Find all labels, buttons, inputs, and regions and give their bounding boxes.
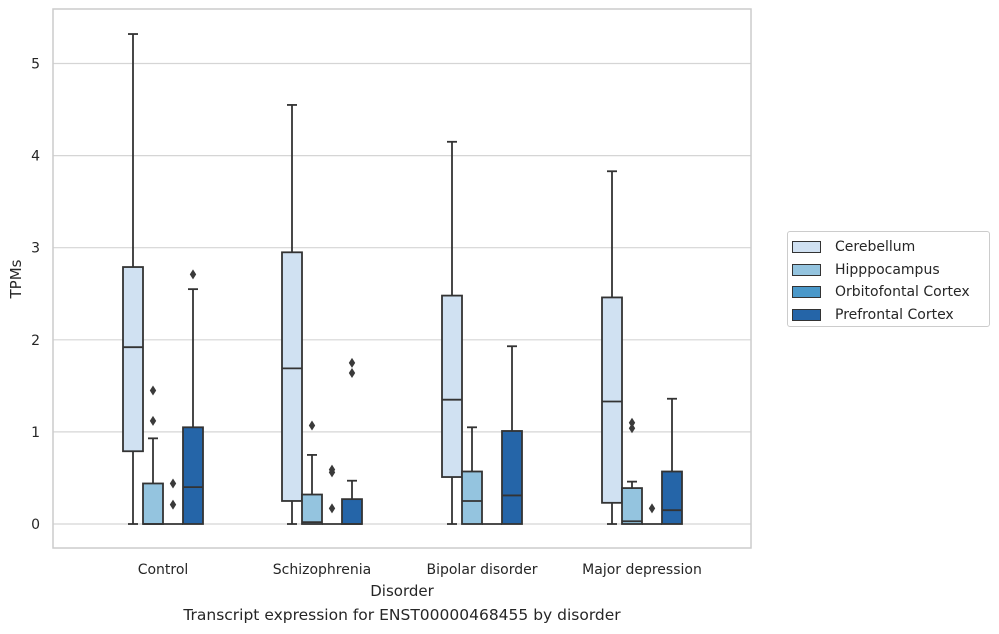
box-prefrontal-cortex — [661, 397, 683, 525]
legend-swatch — [792, 263, 821, 276]
box-prefrontal-cortex — [341, 357, 363, 525]
outlier-point — [628, 423, 636, 434]
legend-label: Orbitofontal Cortex — [835, 284, 970, 301]
box-iqr — [301, 493, 323, 525]
legend-swatch — [792, 241, 821, 254]
y-tick-label: 5 — [31, 57, 40, 73]
x-tick-labels: Control Schizophrenia Bipolar disorder Majo… — [138, 562, 702, 578]
outlier-point — [348, 367, 356, 378]
plot-frame — [52, 8, 752, 549]
legend: Cerebellum Hipppocampus Orbitofontal Corte… — [787, 231, 990, 327]
y-tick-label: 3 — [31, 241, 40, 257]
outlier-point — [328, 503, 336, 514]
outlier-point — [149, 385, 157, 396]
legend-item: Prefrontal Cortex — [792, 304, 989, 327]
box-orbitofontal-cortex — [642, 503, 662, 525]
box-cerebellum — [441, 140, 463, 525]
box-hipppocampus — [142, 385, 164, 525]
box-iqr — [441, 294, 463, 478]
box-hipppocampus — [301, 420, 323, 525]
legend-label: Hipppocampus — [835, 261, 940, 278]
outlier-point — [648, 503, 656, 514]
legend-item: Cerebellum — [792, 236, 989, 259]
outlier-point — [149, 415, 157, 426]
box-prefrontal-cortex — [501, 345, 523, 525]
y-tick-label: 0 — [31, 517, 40, 533]
outlier-point — [628, 417, 636, 428]
legend-swatch — [792, 286, 821, 299]
outlier-point — [328, 464, 336, 475]
box-orbitofontal-cortex — [163, 478, 183, 525]
box-cerebellum — [601, 170, 623, 525]
box-iqr — [341, 498, 363, 525]
box-iqr — [501, 430, 523, 525]
box-prefrontal-cortex — [182, 269, 204, 525]
box-iqr — [661, 470, 683, 525]
y-tick-labels: 0 1 2 3 4 5 — [31, 57, 40, 534]
outlier-point — [189, 269, 197, 280]
x-axis-label: Disorder — [370, 582, 434, 600]
y-tick-label: 4 — [31, 149, 40, 165]
grid-lines — [53, 62, 751, 525]
x-tick-label: Schizophrenia — [273, 562, 371, 578]
y-axis-label: TPMs — [7, 259, 25, 299]
outlier-point — [308, 420, 316, 431]
box-cerebellum — [281, 104, 303, 525]
box-iqr — [601, 296, 623, 504]
legend-label: Prefrontal Cortex — [835, 306, 954, 323]
y-tick-label: 2 — [31, 333, 40, 349]
box-iqr — [142, 482, 164, 525]
legend-item: Hipppocampus — [792, 259, 989, 282]
outlier-point — [169, 499, 177, 510]
x-tick-label: Control — [138, 562, 189, 578]
outlier-point — [169, 478, 177, 489]
box-iqr — [122, 266, 144, 453]
legend-item: Orbitofontal Cortex — [792, 281, 989, 304]
outlier-point — [348, 357, 356, 368]
x-tick-label: Bipolar disorder — [426, 562, 537, 578]
box-iqr — [621, 487, 643, 525]
box-hipppocampus — [461, 426, 483, 525]
legend-swatch — [792, 308, 821, 321]
box-iqr — [461, 470, 483, 525]
x-tick-label: Major depression — [582, 562, 702, 578]
boxes-group — [122, 33, 683, 525]
box-iqr — [281, 251, 303, 502]
legend-label: Cerebellum — [835, 239, 916, 256]
box-cerebellum — [122, 33, 144, 525]
box-hipppocampus — [621, 417, 643, 525]
y-tick-label: 1 — [31, 425, 40, 441]
box-iqr — [182, 426, 204, 525]
box-orbitofontal-cortex — [322, 464, 342, 525]
chart-caption: Transcript expression for ENST0000046845… — [183, 606, 621, 624]
